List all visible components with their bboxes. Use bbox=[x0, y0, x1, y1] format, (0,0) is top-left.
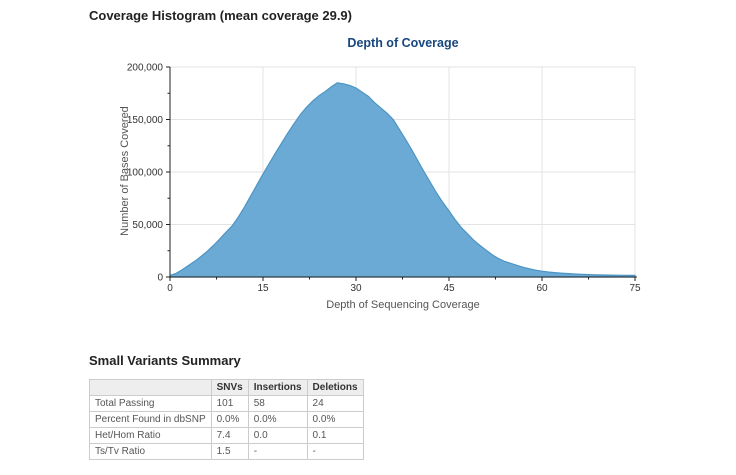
row-label: Percent Found in dbSNP bbox=[89, 411, 212, 428]
page-title: Coverage Histogram (mean coverage 29.9) bbox=[89, 8, 352, 23]
cell-value: 0.0 bbox=[247, 427, 308, 444]
row-label: Ts/Tv Ratio bbox=[89, 443, 212, 460]
cell-value: 7.4 bbox=[210, 427, 249, 444]
row-label: Total Passing bbox=[89, 395, 212, 412]
col-header-insertions: Insertions bbox=[247, 379, 308, 396]
svg-text:15: 15 bbox=[257, 283, 269, 294]
cell-value: 58 bbox=[247, 395, 308, 412]
small-variants-table: SNVs Insertions Deletions Total Passing … bbox=[89, 379, 364, 460]
svg-text:150,000: 150,000 bbox=[127, 115, 164, 126]
svg-text:60: 60 bbox=[536, 283, 548, 294]
cell-value: 0.0% bbox=[306, 411, 364, 428]
cell-value: 0.0% bbox=[247, 411, 308, 428]
svg-text:75: 75 bbox=[629, 283, 641, 294]
svg-text:100,000: 100,000 bbox=[127, 168, 164, 179]
col-header-snvs: SNVs bbox=[210, 379, 249, 396]
svg-text:0: 0 bbox=[167, 283, 173, 294]
col-header-deletions: Deletions bbox=[306, 379, 364, 396]
cell-value: 101 bbox=[210, 395, 249, 412]
svg-text:50,000: 50,000 bbox=[132, 220, 163, 231]
table-row: Ts/Tv Ratio 1.5 - - bbox=[89, 443, 364, 460]
cell-value: 1.5 bbox=[210, 443, 249, 460]
cell-value: 0.0% bbox=[210, 411, 249, 428]
cell-value: - bbox=[247, 443, 308, 460]
svg-text:45: 45 bbox=[443, 283, 455, 294]
svg-text:30: 30 bbox=[350, 283, 362, 294]
chart-title: Depth of Coverage bbox=[347, 36, 459, 50]
coverage-area bbox=[169, 82, 636, 278]
x-axis-title: Depth of Sequencing Coverage bbox=[326, 299, 480, 311]
small-variants-title: Small Variants Summary bbox=[89, 353, 241, 368]
cell-value: 24 bbox=[306, 395, 364, 412]
svg-text:0: 0 bbox=[157, 273, 163, 284]
y-axis-title: Number of Bases Covered bbox=[119, 106, 131, 236]
row-label: Het/Hom Ratio bbox=[89, 427, 212, 444]
table-row: Het/Hom Ratio 7.4 0.0 0.1 bbox=[89, 427, 364, 444]
svg-text:200,000: 200,000 bbox=[127, 63, 164, 74]
table-header-row: SNVs Insertions Deletions bbox=[89, 379, 364, 396]
cell-value: - bbox=[306, 443, 364, 460]
col-header-empty bbox=[89, 379, 212, 396]
axes: 0 50,000 100,000 150,000 200,000 0 15 30 45 60 75 bbox=[127, 63, 641, 295]
table-row: Total Passing 101 58 24 bbox=[89, 395, 364, 412]
table-row: Percent Found in dbSNP 0.0% 0.0% 0.0% bbox=[89, 411, 364, 428]
cell-value: 0.1 bbox=[306, 427, 364, 444]
histogram-svg: 0 50,000 100,000 150,000 200,000 0 15 30 45 60 75 bbox=[127, 63, 641, 295]
